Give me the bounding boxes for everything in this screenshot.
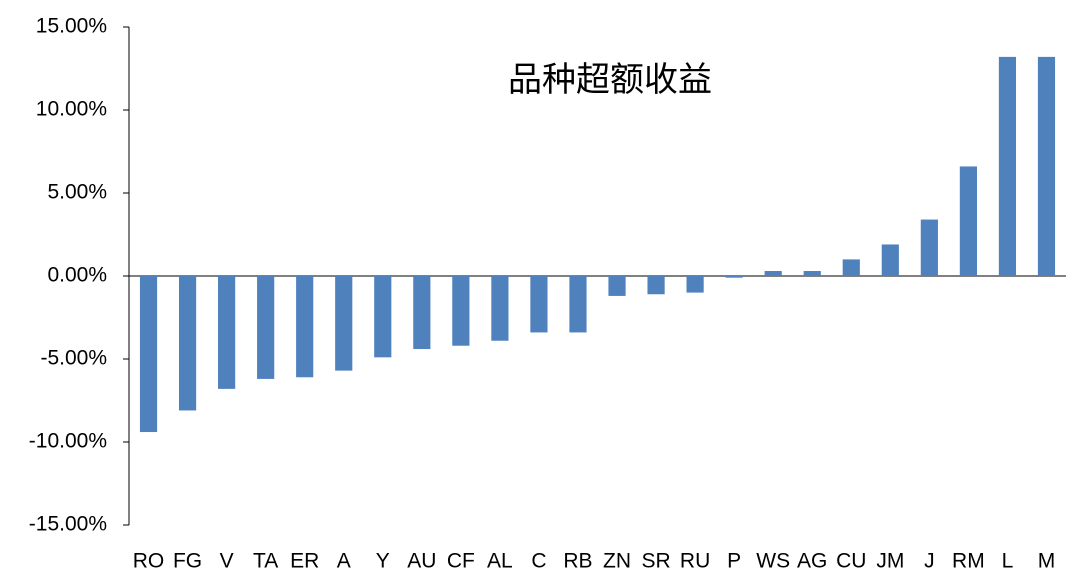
bar xyxy=(920,219,938,276)
bar xyxy=(803,271,821,276)
bar xyxy=(452,276,470,346)
x-tick-label: M xyxy=(1038,550,1056,573)
bar xyxy=(491,276,509,341)
bar xyxy=(257,276,275,379)
x-tick-label: RM xyxy=(952,550,985,573)
y-tick-label: 15.00% xyxy=(36,15,107,38)
bar xyxy=(413,276,431,350)
bar xyxy=(647,276,665,295)
x-tick-label: RB xyxy=(563,550,592,573)
bar xyxy=(569,276,587,333)
x-tick-label: AL xyxy=(487,550,513,573)
bar xyxy=(881,244,899,276)
bar xyxy=(686,276,704,293)
x-tick-label: WS xyxy=(756,550,790,573)
bar xyxy=(178,276,197,411)
bar xyxy=(296,276,314,378)
x-tick-label: AG xyxy=(797,550,827,573)
x-tick-label: C xyxy=(531,550,546,573)
bar xyxy=(842,259,860,276)
x-tick-label: A xyxy=(337,550,351,573)
y-tick-label: 10.00% xyxy=(36,98,107,121)
x-tick-label: CU xyxy=(836,550,866,573)
x-tick-label: Y xyxy=(376,550,390,573)
bar xyxy=(335,276,353,371)
x-tick-label: L xyxy=(1002,550,1014,573)
y-tick-label: 5.00% xyxy=(47,181,107,204)
y-tick-label: -15.00% xyxy=(29,513,107,536)
x-tick-label: RU xyxy=(680,550,710,573)
y-tick-label: -5.00% xyxy=(40,347,107,370)
bar xyxy=(530,276,548,333)
bar xyxy=(218,276,236,389)
x-tick-label: AU xyxy=(407,550,436,573)
x-tick-label: CF xyxy=(447,550,475,573)
bar xyxy=(725,276,743,278)
x-tick-label: TA xyxy=(253,550,278,573)
y-tick-label: 0.00% xyxy=(47,264,107,287)
bar xyxy=(1037,56,1056,276)
y-tick-label: -10.00% xyxy=(29,430,107,453)
bar xyxy=(374,276,392,358)
x-tick-label: V xyxy=(220,550,234,573)
bar xyxy=(764,271,782,276)
x-tick-label: ZN xyxy=(603,550,631,573)
x-tick-label: SR xyxy=(641,550,670,573)
bar xyxy=(608,276,626,296)
bar xyxy=(139,276,158,433)
bar xyxy=(959,166,977,276)
x-tick-label: JM xyxy=(876,550,904,573)
x-tick-label: ER xyxy=(290,550,319,573)
chart-title: 品种超额收益 xyxy=(508,61,712,99)
x-tick-label: RO xyxy=(133,550,165,573)
x-tick-label: FG xyxy=(173,550,202,573)
bar xyxy=(998,56,1017,276)
x-tick-label: P xyxy=(727,550,741,573)
x-tick-label: J xyxy=(924,550,935,573)
